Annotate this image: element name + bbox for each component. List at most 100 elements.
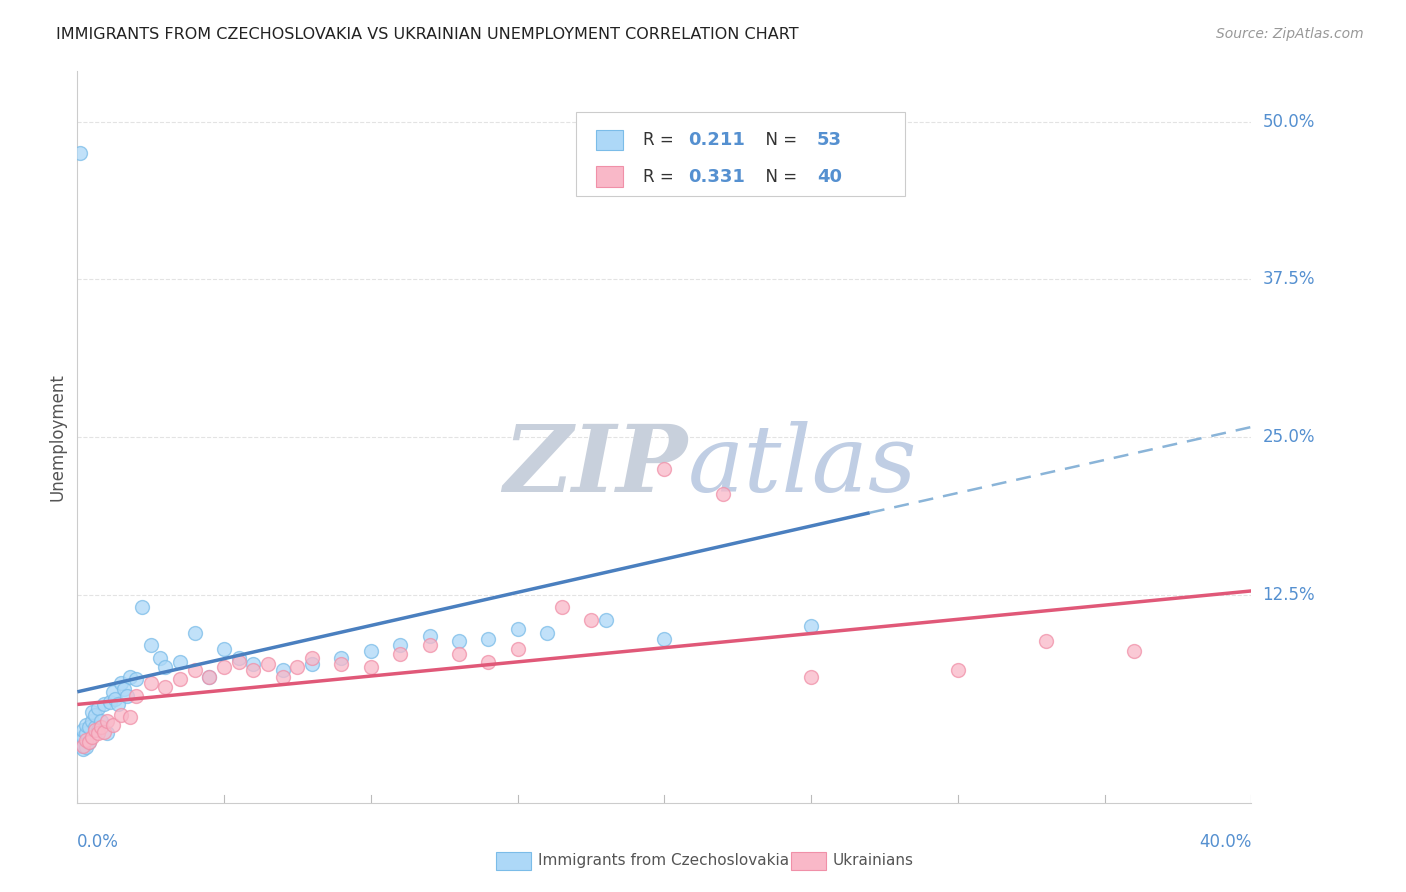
Point bbox=[96, 726, 118, 740]
Point bbox=[75, 740, 97, 755]
FancyBboxPatch shape bbox=[596, 167, 623, 187]
Point bbox=[301, 657, 323, 671]
Point bbox=[419, 629, 441, 643]
Point bbox=[389, 638, 412, 652]
Point bbox=[72, 730, 94, 744]
Point bbox=[800, 619, 823, 633]
Point bbox=[579, 613, 602, 627]
Point bbox=[72, 739, 94, 753]
Point bbox=[360, 659, 382, 673]
Point bbox=[301, 650, 323, 665]
Point bbox=[80, 730, 103, 744]
Point bbox=[101, 717, 124, 731]
Point bbox=[946, 664, 969, 678]
Point bbox=[212, 659, 235, 673]
Point bbox=[84, 707, 107, 722]
Point bbox=[84, 720, 107, 734]
Point bbox=[139, 638, 162, 652]
Point bbox=[330, 650, 353, 665]
Text: N =: N = bbox=[755, 168, 801, 186]
Point bbox=[183, 625, 207, 640]
Text: 0.331: 0.331 bbox=[688, 168, 745, 186]
Point bbox=[69, 735, 91, 749]
Point bbox=[87, 726, 110, 740]
Point bbox=[330, 657, 353, 671]
Text: R =: R = bbox=[643, 168, 679, 186]
Point bbox=[155, 680, 177, 694]
Point bbox=[93, 725, 115, 739]
Point bbox=[72, 738, 94, 752]
Point bbox=[90, 714, 112, 728]
Text: 12.5%: 12.5% bbox=[1263, 586, 1315, 604]
Text: ZIP: ZIP bbox=[503, 421, 688, 511]
Text: Source: ZipAtlas.com: Source: ZipAtlas.com bbox=[1216, 27, 1364, 41]
Point bbox=[550, 600, 572, 615]
Point bbox=[711, 487, 734, 501]
Point bbox=[257, 657, 280, 671]
Text: 25.0%: 25.0% bbox=[1263, 428, 1315, 446]
Point bbox=[77, 735, 100, 749]
Point bbox=[447, 634, 470, 648]
Text: Ukrainians: Ukrainians bbox=[832, 854, 914, 868]
Text: Immigrants from Czechoslovakia: Immigrants from Czechoslovakia bbox=[538, 854, 789, 868]
Point bbox=[271, 670, 294, 684]
Point bbox=[101, 685, 124, 699]
Point bbox=[148, 650, 170, 665]
Point bbox=[139, 676, 162, 690]
Point bbox=[115, 689, 138, 703]
Point bbox=[120, 710, 142, 724]
Point bbox=[169, 672, 191, 686]
Point bbox=[1035, 634, 1057, 648]
Point bbox=[506, 622, 529, 636]
Point bbox=[389, 647, 412, 661]
Point bbox=[212, 642, 235, 657]
Text: 0.211: 0.211 bbox=[688, 131, 745, 149]
Point bbox=[72, 723, 94, 737]
FancyBboxPatch shape bbox=[596, 129, 623, 150]
Point bbox=[419, 638, 441, 652]
Point bbox=[112, 682, 135, 697]
Point bbox=[77, 720, 100, 734]
Point bbox=[506, 642, 529, 657]
Text: IMMIGRANTS FROM CZECHOSLOVAKIA VS UKRAINIAN UNEMPLOYMENT CORRELATION CHART: IMMIGRANTS FROM CZECHOSLOVAKIA VS UKRAIN… bbox=[56, 27, 799, 42]
Point bbox=[228, 655, 250, 669]
Point bbox=[72, 741, 94, 756]
Point bbox=[107, 698, 129, 712]
Point bbox=[595, 613, 617, 627]
Point bbox=[1122, 644, 1144, 658]
Point bbox=[75, 717, 97, 731]
Text: N =: N = bbox=[755, 131, 801, 149]
Text: 37.5%: 37.5% bbox=[1263, 270, 1315, 288]
Point bbox=[536, 625, 558, 640]
Point bbox=[800, 670, 823, 684]
Text: 0.0%: 0.0% bbox=[77, 833, 120, 851]
Text: R =: R = bbox=[643, 131, 679, 149]
Point bbox=[69, 739, 91, 753]
Point bbox=[87, 723, 110, 737]
Point bbox=[242, 657, 264, 671]
Point bbox=[120, 670, 142, 684]
Point bbox=[110, 707, 132, 722]
Text: atlas: atlas bbox=[688, 421, 917, 511]
Point bbox=[652, 632, 676, 646]
Point bbox=[183, 664, 207, 678]
Point bbox=[287, 659, 309, 673]
Point bbox=[477, 655, 499, 669]
Point bbox=[477, 632, 499, 646]
Point bbox=[80, 714, 103, 728]
Point bbox=[77, 735, 100, 749]
Point bbox=[228, 650, 250, 665]
Point bbox=[93, 698, 115, 712]
Point bbox=[360, 644, 382, 658]
Point bbox=[69, 146, 91, 161]
Point bbox=[125, 689, 148, 703]
Point bbox=[125, 672, 148, 686]
Text: 50.0%: 50.0% bbox=[1263, 112, 1315, 131]
Point bbox=[90, 720, 112, 734]
Point bbox=[110, 676, 132, 690]
Point bbox=[155, 659, 177, 673]
Text: 53: 53 bbox=[817, 131, 842, 149]
Point bbox=[80, 705, 103, 719]
Point bbox=[447, 647, 470, 661]
Point bbox=[652, 461, 676, 475]
